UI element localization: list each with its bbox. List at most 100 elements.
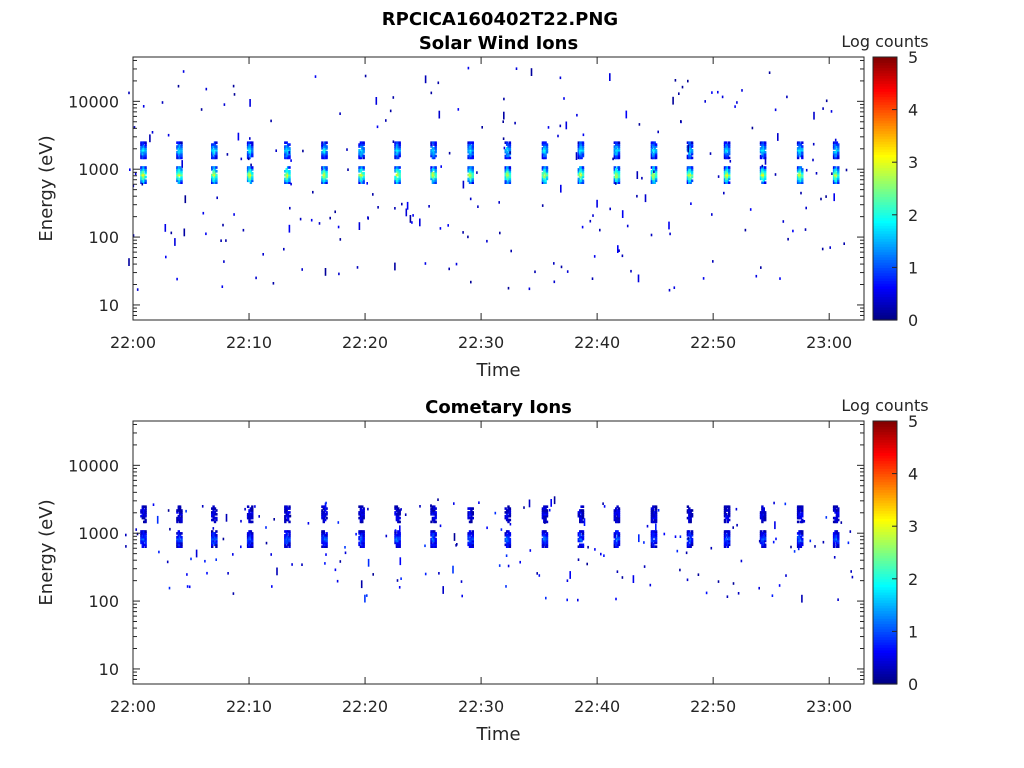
heatmap-cell (433, 143, 436, 146)
heatmap-cell (615, 543, 617, 547)
heatmap-cell (362, 513, 365, 516)
heatmap-cell (579, 543, 582, 547)
heatmap-cell (434, 520, 437, 524)
heatmap-cell (653, 168, 656, 171)
heatmap-cell (434, 147, 437, 150)
heatmap-cell (652, 175, 655, 179)
heatmap-cell (650, 545, 654, 548)
heatmap-cell (726, 175, 729, 179)
heatmap-cell (324, 166, 327, 169)
heatmap-cell (580, 141, 583, 144)
heatmap-cell (395, 509, 399, 512)
heatmap-cell (178, 505, 182, 508)
heatmap-cell (167, 133, 170, 137)
heatmap-cell (543, 141, 546, 144)
heatmap-cell (616, 154, 619, 158)
colorbar-tick-label: 2 (908, 570, 918, 589)
heatmap-cell (467, 516, 470, 520)
heatmap-cell (580, 545, 583, 548)
heatmap-cell (579, 539, 582, 543)
heatmap-cell (577, 539, 580, 543)
heatmap-cell (734, 105, 736, 108)
heatmap-cell (140, 150, 143, 154)
heatmap-cell (653, 175, 656, 179)
heatmap-cell (395, 518, 399, 522)
heatmap-cell (180, 518, 183, 522)
heatmap-cell (397, 507, 400, 510)
heatmap-cell (581, 173, 585, 177)
heatmap-cell (140, 181, 143, 184)
heatmap-cell (322, 543, 325, 547)
heatmap-cell (801, 170, 804, 173)
heatmap-cell (395, 154, 399, 158)
heatmap-cell (144, 141, 147, 144)
heatmap-cell (835, 532, 839, 535)
heatmap-cell (688, 507, 691, 510)
heatmap-cell (140, 143, 143, 146)
heatmap-cell (638, 534, 640, 543)
heatmap-cell (689, 514, 692, 518)
heatmap-cell (358, 541, 361, 545)
heatmap-cell (545, 596, 547, 600)
heatmap-cell (725, 537, 728, 541)
heatmap-cell (125, 545, 127, 548)
heatmap-cell (616, 173, 619, 177)
heatmap-cell (212, 152, 215, 156)
heatmap-cell (569, 571, 571, 579)
heatmap-cell (286, 543, 290, 547)
heatmap-cell (617, 511, 621, 514)
heatmap-cell (764, 516, 767, 520)
heatmap-cell (249, 166, 253, 169)
heatmap-cell (220, 239, 222, 242)
heatmap-cell (652, 543, 654, 546)
colorbar-segment (873, 497, 897, 501)
heatmap-cell (650, 141, 654, 144)
heatmap-cell (803, 520, 806, 523)
heatmap-cell (395, 543, 399, 547)
heatmap-cell (581, 511, 585, 514)
heatmap-cell (359, 507, 363, 510)
heatmap-cell (728, 507, 731, 510)
heatmap-cell (144, 541, 147, 545)
heatmap-cell (394, 535, 397, 539)
heatmap-cell (265, 526, 267, 529)
heatmap-cell (397, 179, 400, 183)
heatmap-cell (431, 537, 435, 541)
heatmap-cell (174, 238, 176, 246)
heatmap-cell (690, 145, 694, 148)
heatmap-cell (178, 154, 182, 158)
heatmap-cell (470, 150, 473, 154)
heatmap-cell (322, 541, 325, 545)
heatmap-cell (503, 146, 506, 150)
heatmap-cell (617, 171, 621, 175)
heatmap-cell (812, 158, 814, 162)
heatmap-cell (358, 537, 361, 541)
heatmap-cell (616, 149, 619, 152)
colorbar-segment (873, 164, 897, 169)
heatmap-cell (149, 134, 151, 143)
colorbar-segment (873, 531, 897, 535)
colorbar-segment (873, 591, 897, 596)
heatmap-cell (397, 539, 400, 543)
heatmap-cell (832, 532, 836, 535)
heatmap-cell (288, 535, 291, 539)
heatmap-cell (687, 79, 689, 83)
heatmap-cell (180, 170, 183, 173)
colorbar-segment (873, 285, 897, 290)
heatmap-cell (613, 535, 616, 539)
heatmap-cell (759, 170, 763, 173)
heatmap-cell (837, 179, 840, 183)
heatmap-cell (541, 166, 545, 169)
heatmap-cell (761, 170, 764, 173)
heatmap-cell (837, 147, 840, 150)
heatmap-cell (728, 532, 731, 535)
heatmap-cell (615, 541, 618, 545)
heatmap-cell (759, 541, 763, 545)
heatmap-cell (616, 532, 619, 535)
colorbar-segment (873, 70, 897, 74)
heatmap-cell (577, 154, 580, 158)
heatmap-cell (227, 572, 229, 575)
heatmap-cell (471, 541, 474, 545)
heatmap-cell (285, 511, 288, 514)
heatmap-cell (544, 537, 547, 541)
